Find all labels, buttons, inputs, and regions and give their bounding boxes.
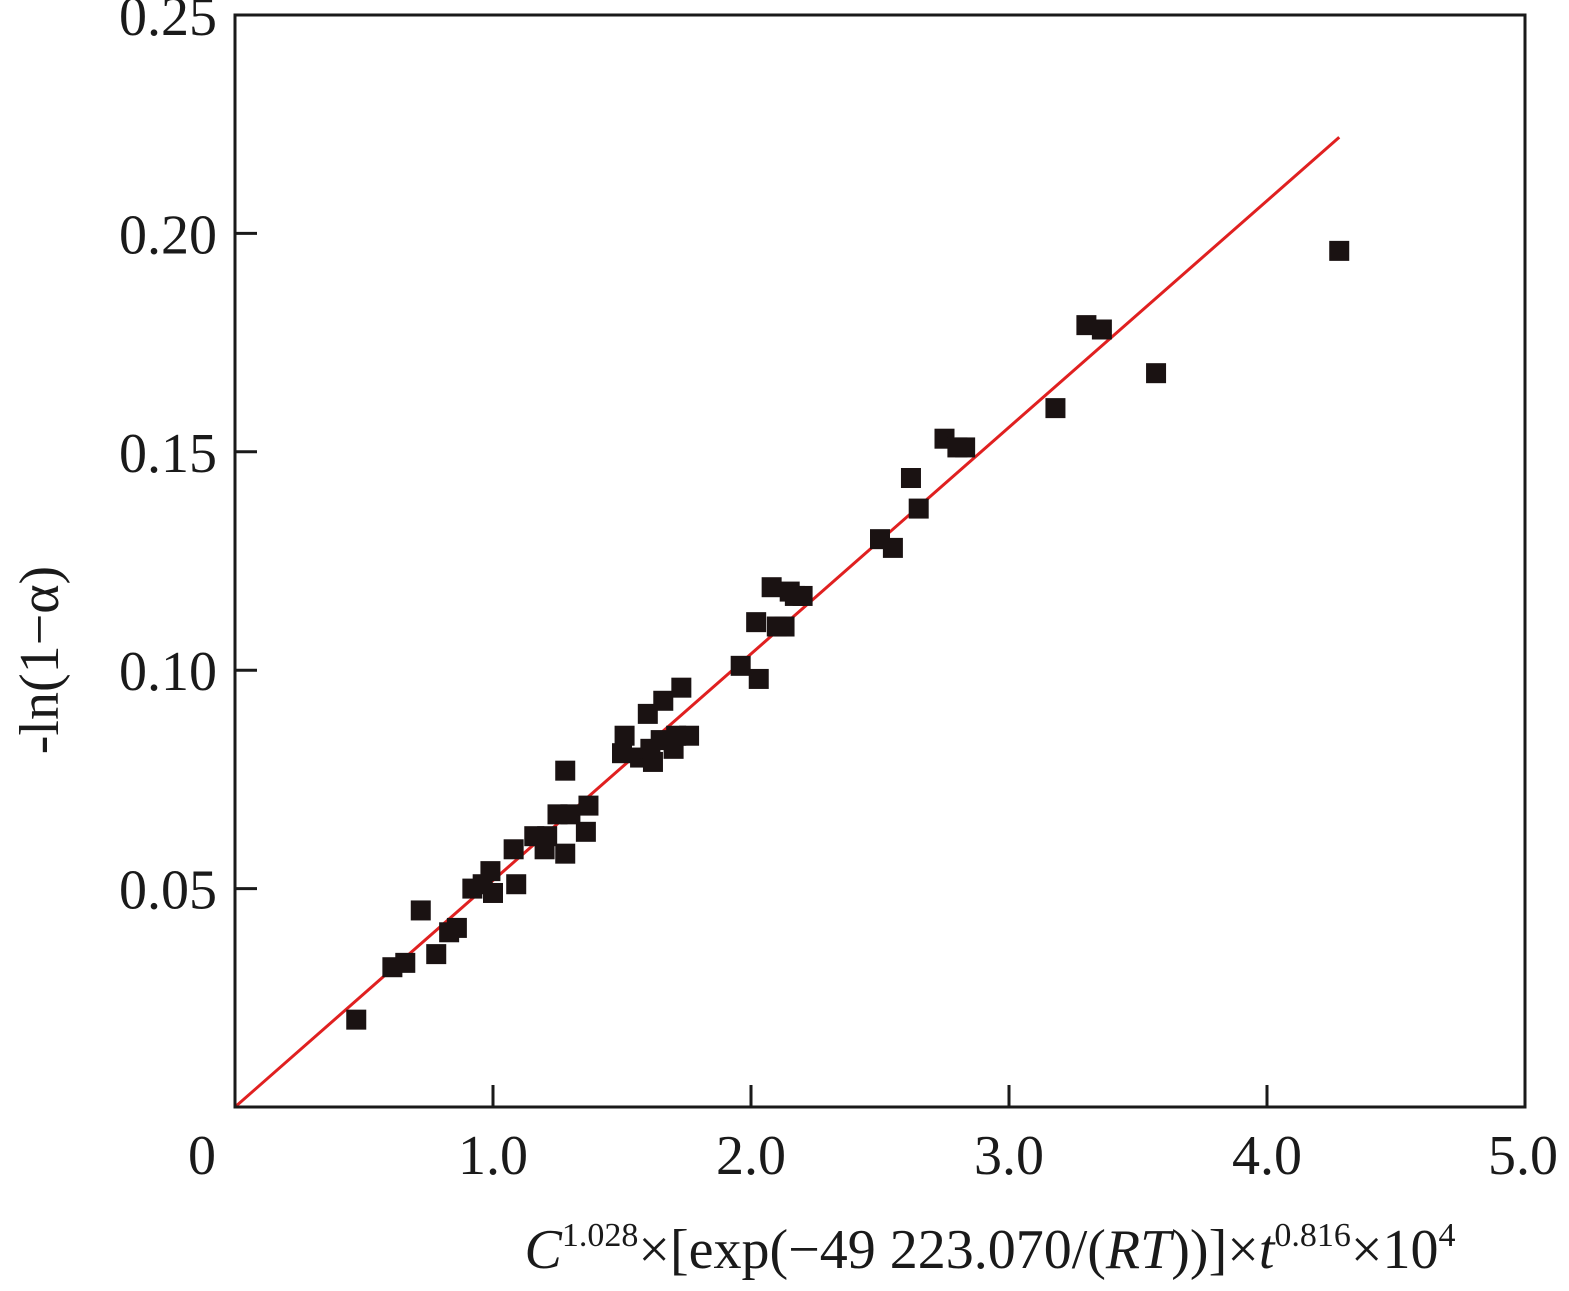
x-tick-label: 4.0 <box>1232 1125 1302 1187</box>
data-point <box>346 1009 367 1030</box>
data-point <box>480 861 501 882</box>
x-tick-label: 5.0 <box>1488 1125 1558 1187</box>
data-point <box>746 612 767 633</box>
data-point <box>555 843 576 864</box>
axes-layer <box>233 13 1527 1109</box>
plot-frame <box>233 13 1527 1109</box>
data-point <box>774 616 795 637</box>
data-point <box>653 690 674 711</box>
data-point <box>575 821 596 842</box>
x-tick-label: 3.0 <box>974 1125 1044 1187</box>
data-point <box>1329 240 1350 261</box>
data-point <box>578 795 599 816</box>
data-point <box>637 703 658 724</box>
y-ticks: 0.05 0.10 0.15 0.20 0.25 <box>119 0 257 922</box>
data-point <box>483 882 503 903</box>
x-axis-label-superscript: 1.028 <box>562 1217 639 1254</box>
x-axis-label-part: ))]× <box>1171 1219 1259 1281</box>
x-tick-label: 0 <box>188 1125 216 1187</box>
y-tick-label: 0.20 <box>119 204 217 266</box>
x-axis-label-superscript: 4 <box>1438 1217 1455 1254</box>
y-tick-label: 0.15 <box>119 423 217 485</box>
data-point <box>730 655 751 676</box>
data-point <box>395 952 416 973</box>
data-point <box>671 677 692 698</box>
data-point <box>908 498 929 519</box>
y-tick-label: 0.10 <box>119 641 217 703</box>
y-tick-label: 0.25 <box>119 0 217 48</box>
y-tick-label: 0.05 <box>119 860 217 922</box>
points-layer <box>346 240 1350 1030</box>
x-axis-label-part: t <box>1259 1219 1276 1281</box>
data-point <box>955 437 976 458</box>
data-point <box>1076 315 1097 336</box>
data-point <box>1091 319 1112 340</box>
data-point <box>506 874 527 895</box>
y-axis-label: -ln(1−α) <box>9 566 71 754</box>
x-axis-label-superscript: 0.816 <box>1274 1217 1351 1254</box>
data-point <box>792 585 813 606</box>
data-point <box>900 468 921 489</box>
x-tick-label: 2.0 <box>716 1125 786 1187</box>
data-point <box>679 725 700 746</box>
data-point <box>882 537 903 558</box>
data-point <box>410 900 431 921</box>
data-point <box>1146 363 1167 384</box>
data-point <box>761 577 782 598</box>
x-tick-label: 1.0 <box>458 1125 528 1187</box>
data-point <box>642 751 663 772</box>
x-axis-label-part: ×[exp(−49 223.070/( <box>638 1219 1106 1281</box>
data-point <box>1045 398 1066 419</box>
data-point <box>560 804 581 825</box>
data-point <box>446 917 467 938</box>
data-point <box>555 760 576 781</box>
x-axis-label-part: ×10 <box>1351 1219 1439 1281</box>
data-point <box>426 944 447 965</box>
data-point <box>537 826 558 847</box>
data-point <box>748 668 769 689</box>
data-point <box>503 839 524 860</box>
data-point <box>612 743 632 764</box>
x-axis-label: C1.028×[exp(−49 223.070/(RT))]×t0.816×10… <box>525 1217 1456 1281</box>
data-point <box>614 725 635 746</box>
x-axis-label-part: RT <box>1105 1219 1175 1281</box>
x-ticks: 0 1.0 2.0 3.0 4.0 5.0 <box>188 1085 1558 1187</box>
x-axis-label-part: C <box>525 1219 563 1281</box>
